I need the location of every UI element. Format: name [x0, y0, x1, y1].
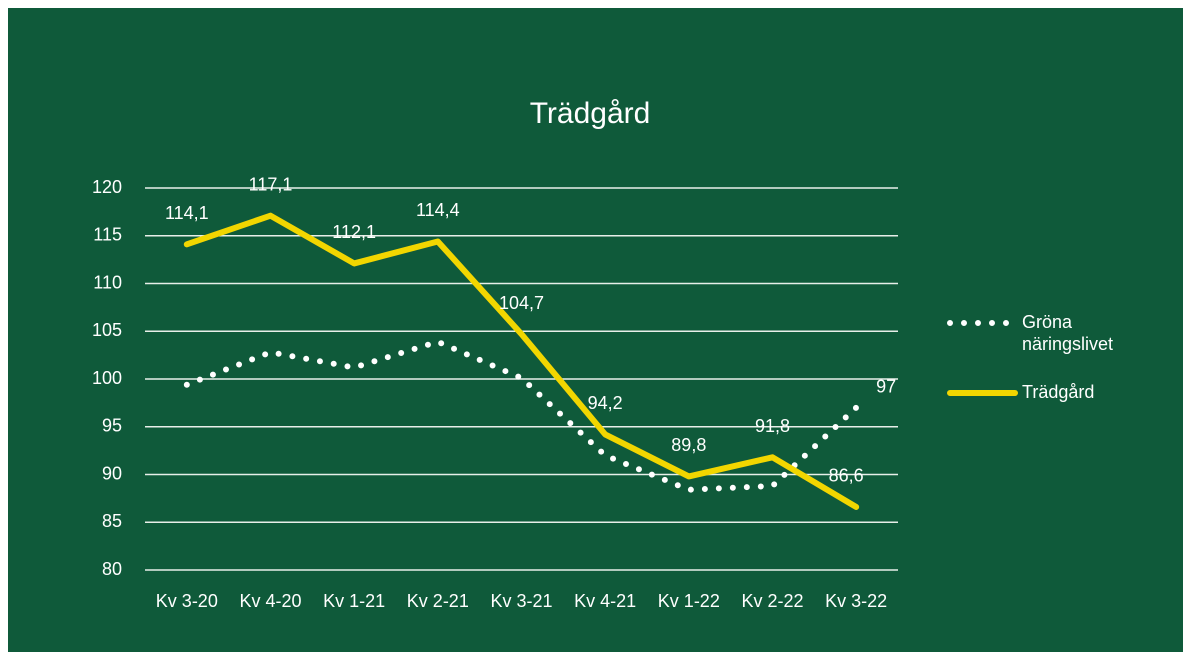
series-line — [183, 338, 860, 493]
y-tick-label: 105 — [92, 320, 122, 340]
y-tick-label: 90 — [102, 463, 122, 483]
x-tick-label: Kv 3-21 — [490, 591, 552, 611]
x-tick-label: Kv 2-21 — [407, 591, 469, 611]
y-tick-label: 95 — [102, 416, 122, 436]
data-label: 94,2 — [588, 393, 623, 413]
x-tick-label: Kv 4-21 — [574, 591, 636, 611]
y-tick-label: 85 — [102, 511, 122, 531]
series-line — [183, 212, 860, 510]
data-label: 112,1 — [332, 222, 376, 242]
legend-label: Trädgård — [1022, 382, 1095, 402]
y-tick-label: 80 — [102, 559, 122, 579]
data-label: 97 — [876, 376, 896, 396]
data-label: 114,4 — [416, 200, 460, 220]
y-tick-label: 115 — [93, 225, 122, 245]
chart-title: Trädgård — [530, 97, 651, 130]
legend-box: Trädgård — [1022, 382, 1095, 402]
y-tick-label: 120 — [92, 177, 122, 197]
x-tick-label: Kv 3-22 — [825, 591, 887, 611]
legend-box: Gröna näringslivet — [1022, 312, 1114, 354]
x-tick-label: Kv 2-22 — [741, 591, 803, 611]
x-tick-label: Kv 4-20 — [239, 591, 301, 611]
y-tick-label: 110 — [93, 272, 122, 292]
x-tick-label: Kv 1-21 — [323, 591, 385, 611]
legend-label: Gröna näringslivet — [1022, 312, 1114, 354]
data-label: 117,1 — [249, 174, 293, 194]
y-tick-label: 100 — [92, 368, 122, 388]
data-label: 91,8 — [755, 416, 790, 436]
data-label: 89,8 — [671, 435, 706, 455]
data-label: 86,6 — [829, 466, 864, 486]
data-label: 114,1 — [165, 203, 209, 223]
x-tick-label: Kv 3-20 — [156, 591, 218, 611]
background — [8, 8, 1183, 652]
data-label: 104,7 — [499, 293, 544, 313]
x-tick-label: Kv 1-22 — [658, 591, 720, 611]
